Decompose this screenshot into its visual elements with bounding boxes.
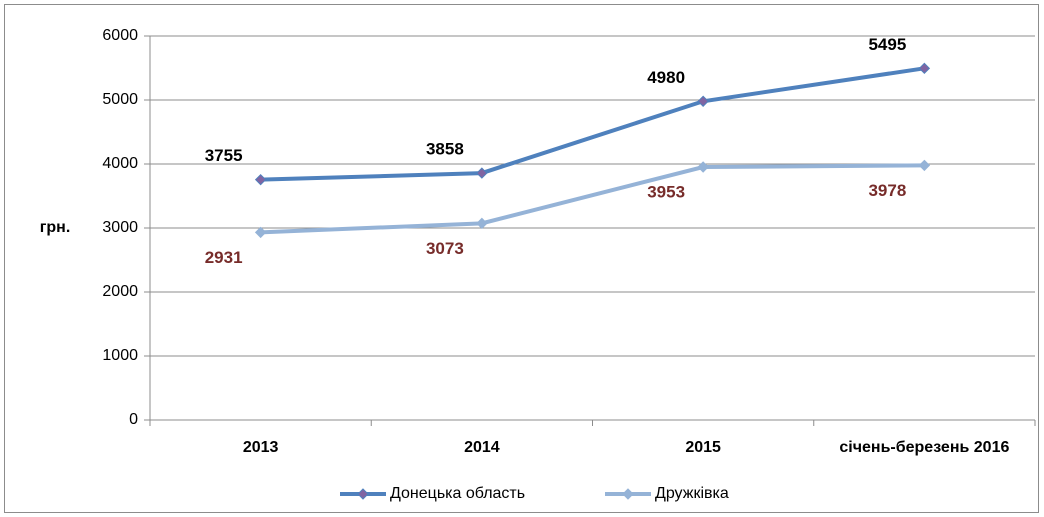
legend-marker	[357, 488, 369, 500]
x-tick-label: 2014	[464, 439, 500, 456]
data-label: 3953	[647, 182, 685, 201]
marker	[697, 161, 709, 173]
data-label: 3978	[868, 181, 906, 200]
y-tick-label: 0	[129, 411, 138, 428]
y-tick-label: 3000	[102, 219, 138, 236]
marker	[476, 167, 488, 179]
y-tick-label: 2000	[102, 283, 138, 300]
marker	[254, 173, 267, 186]
data-label: 3858	[426, 140, 464, 159]
x-tick-label: січень-березень 2016	[839, 439, 1009, 456]
y-tick-label: 6000	[102, 27, 138, 44]
data-label: 2931	[205, 248, 243, 267]
y-tick-label: 5000	[102, 91, 138, 108]
series-line	[260, 66, 925, 182]
y-axis-label: грн.	[40, 219, 71, 236]
series-line	[260, 163, 925, 235]
chart-border	[4, 4, 1039, 513]
data-label: 3755	[205, 146, 243, 165]
legend-label: Донецька область	[390, 485, 525, 502]
x-tick-label: 2015	[685, 439, 721, 456]
data-label: 3073	[426, 239, 464, 258]
legend-marker	[622, 488, 634, 500]
x-tick-label: 2013	[243, 439, 279, 456]
legend-label: Дружківка	[655, 485, 729, 502]
marker	[476, 217, 488, 230]
marker	[918, 62, 931, 75]
marker	[254, 226, 267, 239]
marker	[918, 159, 931, 172]
marker	[697, 95, 709, 107]
y-tick-label: 1000	[102, 347, 138, 364]
data-label: 4980	[647, 68, 685, 87]
data-label: 5495	[868, 35, 906, 54]
y-tick-label: 4000	[102, 155, 138, 172]
